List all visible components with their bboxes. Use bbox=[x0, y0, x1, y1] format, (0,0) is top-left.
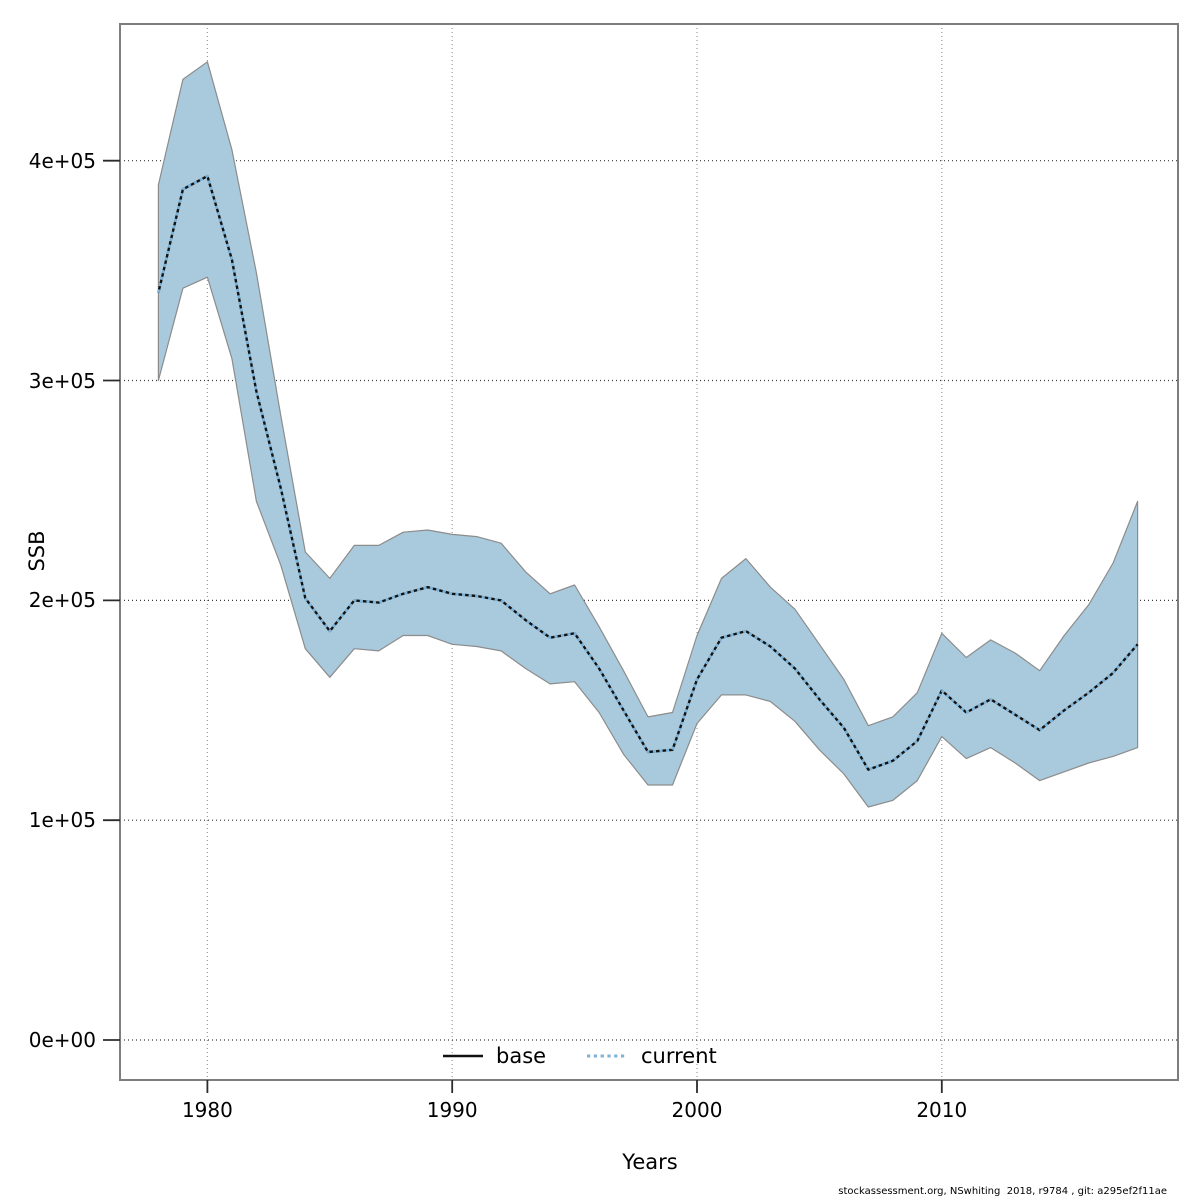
x-tick-label: 1990 bbox=[426, 1098, 478, 1122]
x-tick-label: 1980 bbox=[181, 1098, 233, 1122]
plot-frame bbox=[119, 23, 1179, 1081]
axis-ticks bbox=[103, 159, 943, 1093]
legend-label-base: base bbox=[496, 1044, 547, 1068]
x-tick-label: 2010 bbox=[916, 1098, 968, 1122]
y-tick-label: 0e+00 bbox=[28, 1027, 96, 1052]
current-line bbox=[157, 174, 1139, 771]
y-tick-label: 1e+05 bbox=[28, 808, 96, 833]
y-tick-label: 4e+05 bbox=[28, 148, 96, 173]
footer-credit: stockassessment.org, NSwhiting 2018, r97… bbox=[838, 1186, 1167, 1197]
y-axis-title: SSB bbox=[25, 530, 49, 572]
y-tick-label: 2e+05 bbox=[28, 588, 96, 613]
vertical-gridlines bbox=[206, 24, 943, 1080]
confidence-ribbon bbox=[157, 61, 1139, 808]
x-tick-label: 2000 bbox=[671, 1098, 723, 1122]
horizontal-gridlines bbox=[120, 160, 1178, 1041]
x-axis-title: Years bbox=[622, 1150, 678, 1174]
y-tick-label: 3e+05 bbox=[28, 368, 96, 393]
legend-label-current: current bbox=[641, 1044, 717, 1068]
